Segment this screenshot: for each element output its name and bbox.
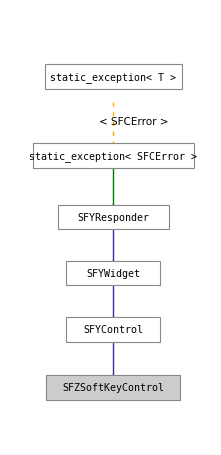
FancyBboxPatch shape: [58, 205, 169, 230]
Text: SFYWidget: SFYWidget: [86, 268, 140, 278]
FancyBboxPatch shape: [66, 318, 160, 342]
Polygon shape: [109, 205, 117, 215]
Text: SFZSoftKeyControl: SFZSoftKeyControl: [62, 383, 164, 392]
Polygon shape: [109, 143, 117, 154]
Text: < SFCError >: < SFCError >: [99, 117, 169, 127]
FancyBboxPatch shape: [66, 261, 160, 286]
FancyBboxPatch shape: [46, 375, 180, 399]
Text: static_exception< SFCError >: static_exception< SFCError >: [29, 151, 197, 162]
Text: SFYResponder: SFYResponder: [77, 212, 149, 222]
Text: SFYControl: SFYControl: [83, 324, 143, 334]
Polygon shape: [109, 261, 117, 271]
FancyBboxPatch shape: [33, 144, 194, 168]
FancyBboxPatch shape: [45, 65, 182, 90]
Polygon shape: [109, 374, 117, 385]
Polygon shape: [109, 317, 117, 327]
Text: static_exception< T >: static_exception< T >: [50, 72, 176, 83]
